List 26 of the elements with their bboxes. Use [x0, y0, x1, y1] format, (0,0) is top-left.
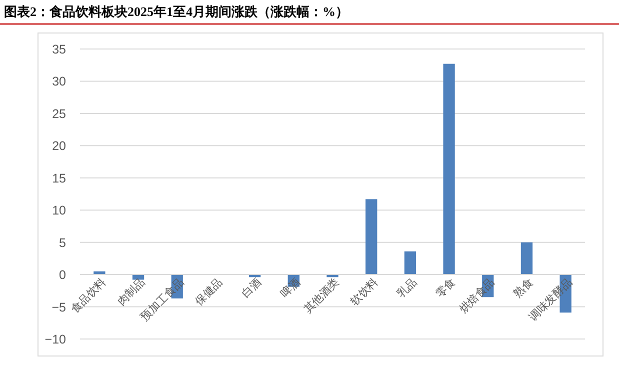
x-tick-label: 白酒 [239, 275, 264, 300]
x-tick-label: 零食 [434, 276, 458, 300]
bar [443, 64, 455, 275]
y-tick-label: 0 [59, 268, 66, 282]
y-tick-label: 15 [52, 171, 66, 186]
bar [404, 251, 416, 275]
x-tick-label: 肉制品 [114, 275, 148, 308]
y-tick-label: −10 [44, 332, 66, 346]
x-tick-label: 其他酒类 [301, 275, 342, 316]
y-tick-label: 10 [52, 204, 66, 218]
y-tick-label: 20 [52, 139, 66, 154]
y-tick-label: −5 [52, 300, 66, 314]
y-tick-label: 5 [59, 236, 66, 250]
x-tick-label: 食品饮料 [68, 275, 109, 316]
bar [366, 199, 378, 275]
chart-title: 图表2：食品饮料板块2025年1至4月期间涨跌（涨跌幅：%） [4, 4, 348, 19]
y-tick-label: 35 [52, 42, 66, 56]
x-tick-label: 熟食 [511, 275, 536, 300]
y-tick-label: 30 [52, 74, 66, 89]
y-tick-label: 25 [52, 106, 66, 121]
x-tick-label: 保健品 [193, 276, 226, 308]
x-tick-label: 软饮料 [348, 275, 380, 308]
x-tick-label: 啤酒 [278, 275, 303, 300]
x-tick-label: 烘焙食品 [456, 275, 498, 316]
bar [520, 242, 533, 275]
x-tick-label: 乳品 [394, 275, 420, 300]
